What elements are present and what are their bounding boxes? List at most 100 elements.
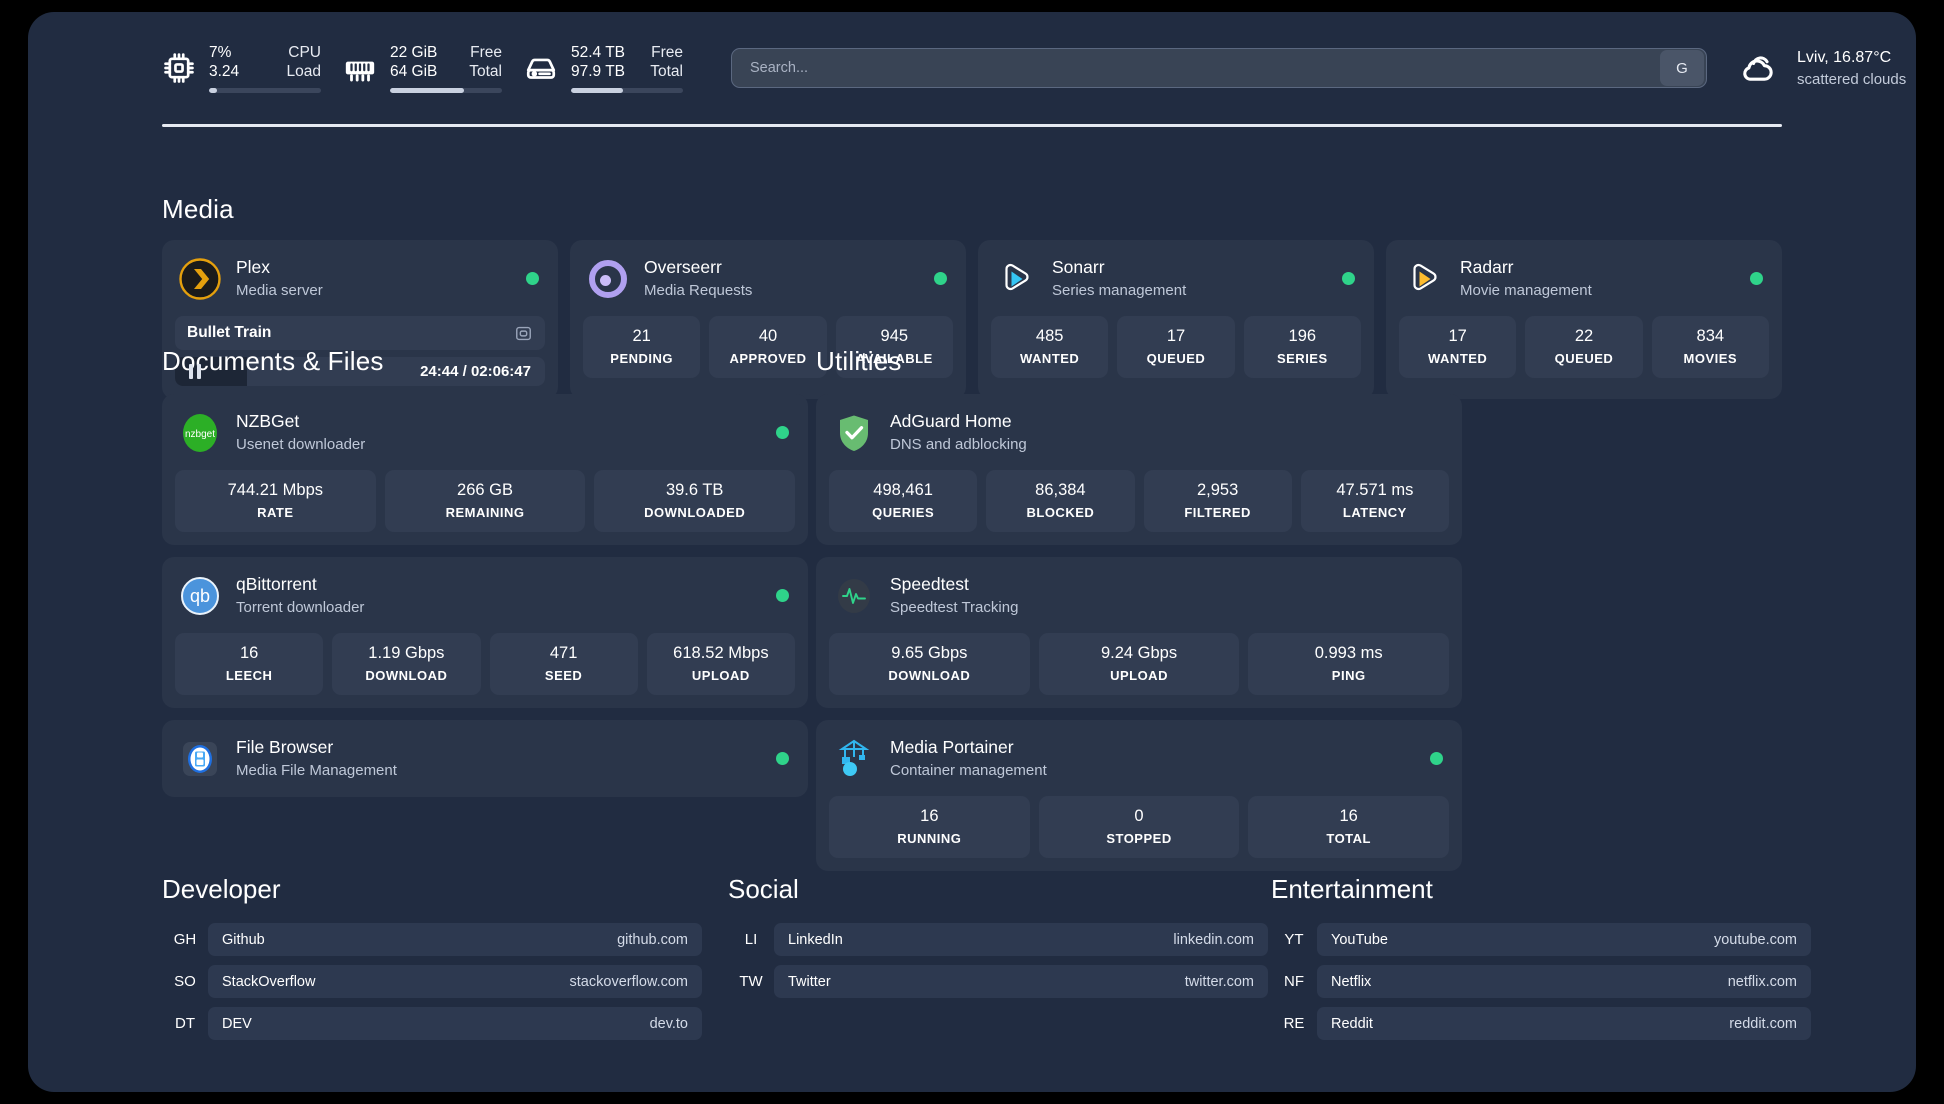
bookmark-url: twitter.com [1184,973,1254,990]
stat-value: 498,461 [873,481,933,499]
stat-value: 485 [1035,327,1064,345]
service-subtitle: Media server [236,282,323,299]
stat-value: 16 [1339,807,1358,825]
cpu-icon [162,51,196,85]
stat-value: 196 [1288,327,1317,345]
stat-label: DOWNLOAD [365,668,448,683]
service-card-media-portainer[interactable]: Media Portainer Container management 16 … [816,720,1462,871]
now-playing-title-bar: Bullet Train [175,316,545,350]
service-name: qBittorrent [236,574,317,594]
system-stats: 7% 3.24 CPU Load [162,43,683,93]
nzbget-icon: nzbget [179,412,221,454]
status-badge [1342,272,1355,285]
bookmark-link[interactable]: DEV dev.to [208,1007,702,1040]
weather-location: Lviv, 16.87°C [1797,48,1892,66]
stat-value: 16 [920,807,939,825]
stat-cell: 834 MOVIES [1651,316,1769,378]
bookmark-group-developer: Developer GH Github github.com SO StackO… [162,874,702,1049]
bookmark-link[interactable]: Twitter twitter.com [774,965,1268,998]
bookmark-item[interactable]: YT YouTube youtube.com [1271,923,1811,956]
stat-disk: 52.4 TB 97.9 TB Free Total [524,43,683,93]
service-subtitle: Container management [890,762,1047,779]
service-stats: 17 WANTED 22 QUEUED 834 MOVIES [1399,316,1769,378]
stat-label: MOVIES [1683,351,1738,366]
stat-value: 17 [1166,327,1186,345]
stat-value: 618.52 Mbps [673,644,769,662]
service-card-plex[interactable]: Plex Media server Bullet Train 24:44 / 0… [162,240,558,399]
stat-value: 86,384 [1035,481,1086,499]
bookmark-link[interactable]: StackOverflow stackoverflow.com [208,965,702,998]
stat-label: UPLOAD [691,668,750,683]
progress-fill [175,357,248,386]
cpu-usage-value: 7% [209,44,232,61]
bookmark-name: Reddit [1331,1015,1373,1032]
file-browser-icon [179,738,221,780]
disk-label-top: Free [651,44,683,61]
service-card-qbittorrent[interactable]: qb qBittorrent Torrent downloader 16 LEE… [162,557,808,708]
bookmark-link[interactable]: Github github.com [208,923,702,956]
bookmark-name: YouTube [1331,931,1388,948]
service-stats: 485 WANTED 17 QUEUED 196 SERIES [991,316,1361,378]
service-card-overseerr[interactable]: Overseerr Media Requests 21 PENDING 40 A… [570,240,966,399]
search-engine-button[interactable]: G [1660,50,1704,86]
stat-cell: 498,461 QUERIES [829,470,978,532]
stat-label: BLOCKED [1026,505,1095,520]
bookmark-name: LinkedIn [788,931,843,948]
search-input[interactable] [732,60,1660,76]
stat-label: QUEUED [1146,351,1206,366]
header-bar: 7% 3.24 CPU Load [28,12,1916,124]
card-header: nzbget NZBGet Usenet downloader [175,407,795,458]
memory-usage-bar [390,88,502,93]
stat-cell: 1.19 Gbps DOWNLOAD [332,633,481,695]
now-playing-progress[interactable]: 24:44 / 02:06:47 [175,357,545,386]
bookmark-item[interactable]: NF Netflix netflix.com [1271,965,1811,998]
bookmark-item[interactable]: TW Twitter twitter.com [728,965,1268,998]
service-card-sonarr[interactable]: Sonarr Series management 485 WANTED 17 Q… [978,240,1374,399]
service-name: AdGuard Home [890,411,1012,431]
cloud-icon [1737,51,1781,85]
bookmark-item[interactable]: LI LinkedIn linkedin.com [728,923,1268,956]
service-card-radarr[interactable]: Radarr Movie management 17 WANTED 22 QUE… [1386,240,1782,399]
service-card-file-browser[interactable]: File Browser Media File Management [162,720,808,797]
stat-cell: 39.6 TB DOWNLOADED [594,470,796,532]
service-card-nzbget[interactable]: nzbget NZBGet Usenet downloader 744.21 M… [162,394,808,545]
stat-label: SEED [544,668,583,683]
bookmark-link[interactable]: LinkedIn linkedin.com [774,923,1268,956]
adguard-shield-icon [833,412,875,454]
status-badge [776,752,789,765]
bookmark-item[interactable]: GH Github github.com [162,923,702,956]
service-card-speedtest[interactable]: Speedtest Speedtest Tracking 9.65 Gbps D… [816,557,1462,708]
section-title-media: Media [162,194,234,224]
card-header: Media Portainer Container management [829,733,1449,784]
cpu-load-value: 3.24 [209,63,240,80]
bookmark-item[interactable]: SO StackOverflow stackoverflow.com [162,965,702,998]
service-stats: 744.21 Mbps RATE 266 GB REMAINING 39.6 T… [175,470,796,532]
bookmark-abbr: SO [174,973,196,990]
pause-button[interactable] [189,364,201,379]
bookmark-abbr: TW [739,973,763,990]
stat-cell: 0.993 ms PING [1248,633,1450,695]
service-name: Overseerr [644,257,722,277]
search-box[interactable]: G [731,48,1707,88]
cpu-label-top: CPU [288,44,321,61]
service-stats: 498,461 QUERIES 86,384 BLOCKED 2,953 FIL… [829,470,1449,532]
service-name: Sonarr [1052,257,1105,277]
bookmark-link[interactable]: YouTube youtube.com [1317,923,1811,956]
sonarr-icon [995,258,1037,300]
bookmark-link[interactable]: Netflix netflix.com [1317,965,1811,998]
bookmark-item[interactable]: RE Reddit reddit.com [1271,1007,1811,1040]
qbittorrent-icon: qb [179,575,221,617]
stat-memory: 22 GiB 64 GiB Free Total [343,43,502,93]
stat-value: 47.571 ms [1336,481,1414,499]
card-header: Speedtest Speedtest Tracking [829,570,1449,621]
service-stats: 21 PENDING 40 APPROVED 945 AVAILABLE [583,316,953,378]
service-stats: 9.65 Gbps DOWNLOAD 9.24 Gbps UPLOAD 0.99… [829,633,1450,695]
bookmark-url: netflix.com [1727,973,1797,990]
service-card-adguard-home[interactable]: AdGuard Home DNS and adblocking 498,461 … [816,394,1462,545]
cast-icon[interactable] [514,324,533,343]
service-name: Media Portainer [890,737,1014,757]
stat-cell: 40 APPROVED [709,316,827,378]
stat-cell: 471 SEED [489,633,638,695]
bookmark-link[interactable]: Reddit reddit.com [1317,1007,1811,1040]
bookmark-item[interactable]: DT DEV dev.to [162,1007,702,1040]
